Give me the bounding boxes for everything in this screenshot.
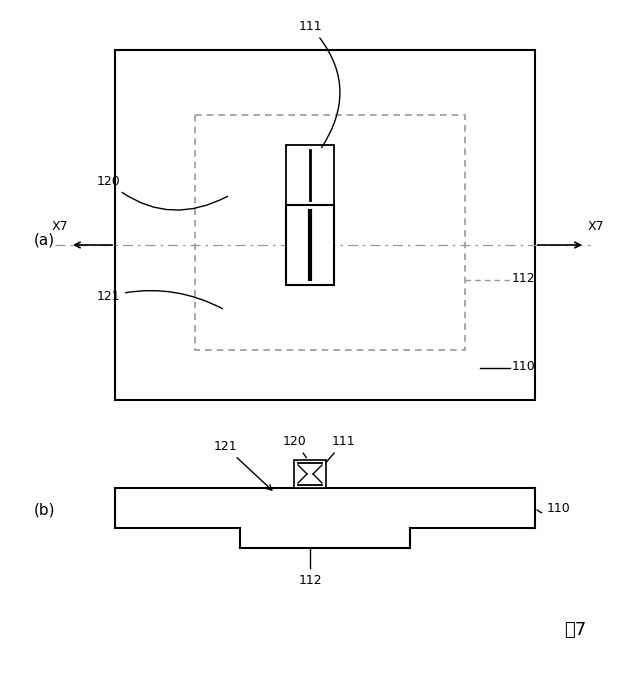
Text: 図7: 図7 <box>564 621 586 639</box>
Text: 120: 120 <box>283 435 307 458</box>
Bar <box>286 205 334 285</box>
Bar <box>115 50 535 400</box>
Text: X7: X7 <box>588 220 605 233</box>
Bar <box>294 460 326 488</box>
Text: 111: 111 <box>326 435 356 463</box>
Text: X7: X7 <box>51 220 68 233</box>
Bar <box>286 145 334 205</box>
Text: 112: 112 <box>298 574 322 587</box>
Text: (b): (b) <box>33 502 55 517</box>
Text: 110: 110 <box>512 359 536 372</box>
Text: 120: 120 <box>96 175 228 210</box>
Text: (a): (a) <box>34 233 55 247</box>
Text: 112: 112 <box>512 271 536 285</box>
Text: 111: 111 <box>298 20 340 148</box>
Bar <box>195 115 465 350</box>
Text: 121: 121 <box>97 290 223 308</box>
Text: 110: 110 <box>537 502 571 515</box>
Text: 121: 121 <box>213 440 272 490</box>
